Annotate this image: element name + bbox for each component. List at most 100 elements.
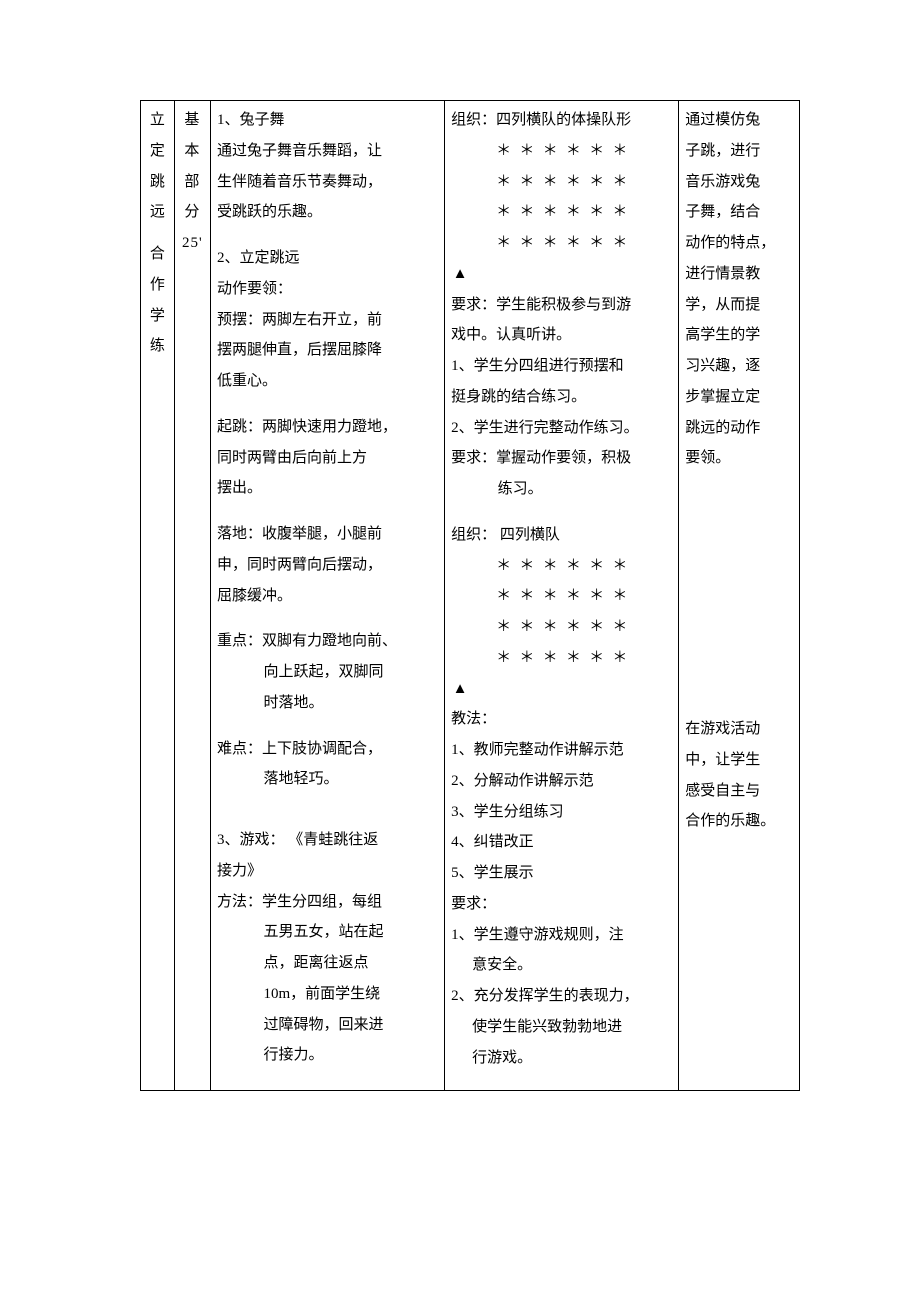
d-jf4: 4、纠错改正: [451, 827, 672, 858]
c-item1-l2: 生伴随着音乐节奏舞动，: [217, 167, 438, 198]
blank-line: [217, 795, 438, 810]
d-org1-head: 组织：四列横队的体操队形: [451, 105, 672, 136]
formation-row: ＊＊＊＊＊＊: [451, 197, 672, 228]
cell-section-title: 立 定 跳 远 合 作 学 练: [141, 101, 175, 1091]
e-top-l5: 动作的特点，: [685, 228, 793, 259]
phase-duration: 25': [181, 228, 204, 259]
e-bot-l3: 感受自主与: [685, 776, 793, 807]
d-req3-label: 要求：: [451, 889, 672, 920]
vtext-char: 基: [181, 105, 204, 136]
cell-phase: 基 本 部 分 25': [174, 101, 210, 1091]
d-r32-l2: 使学生能兴致勃勃地进: [451, 1012, 672, 1043]
c-fangfa-l3: 点，距离往返点: [217, 948, 438, 979]
e-top-l6: 进行情景教: [685, 259, 793, 290]
table-row: 立 定 跳 远 合 作 学 练 基 本 部 分 25' 1、兔子舞 通过兔子舞音…: [141, 101, 800, 1091]
blank-line: [217, 611, 438, 626]
d-r32-l1: 2、充分发挥学生的表现力，: [451, 981, 672, 1012]
c-qitiao-l2: 同时两臂由后向前上方: [217, 443, 438, 474]
c-yaoling: 动作要领：: [217, 274, 438, 305]
vtext-char: 跳: [147, 167, 168, 198]
c-luodi-l2: 申，同时两臂向后摆动，: [217, 550, 438, 581]
blank-line: [217, 504, 438, 519]
d-r31-l1: 1、学生遵守游戏规则，注: [451, 920, 672, 951]
e-top-l4: 子舞，结合: [685, 197, 793, 228]
e-top-l10: 步掌握立定: [685, 382, 793, 413]
c-item2-head: 2、立定跳远: [217, 243, 438, 274]
e-top-l8: 高学生的学: [685, 320, 793, 351]
vtext-char: 立: [147, 105, 168, 136]
c-qitiao-l1: 起跳：两脚快速用力蹬地，: [217, 412, 438, 443]
e-top-l3: 音乐游戏兔: [685, 167, 793, 198]
c-yubai-l3: 低重心。: [217, 366, 438, 397]
c-luodi-l3: 屈膝缓冲。: [217, 581, 438, 612]
e-top-l1: 通过模仿兔: [685, 105, 793, 136]
c-nandian-l1: 难点：上下肢协调配合，: [217, 734, 438, 765]
d-jf5: 5、学生展示: [451, 858, 672, 889]
e-bot-l2: 中，让学生: [685, 745, 793, 776]
vtext-char: 练: [147, 331, 168, 362]
blank-line: [217, 397, 438, 412]
cell-content: 1、兔子舞 通过兔子舞音乐舞蹈，让 生伴随着音乐节奏舞动， 受跳跃的乐趣。 2、…: [210, 101, 444, 1091]
formation-row: ＊＊＊＊＊＊: [451, 643, 672, 674]
teacher-marker-icon: ▲: [451, 259, 672, 290]
d-req1-l1: 要求：学生能积极参与到游: [451, 290, 672, 321]
c-fangfa-l1: 方法：学生分四组，每组: [217, 887, 438, 918]
d-jiaofa-label: 教法：: [451, 704, 672, 735]
c-item1-l1: 通过兔子舞音乐舞蹈，让: [217, 136, 438, 167]
d-req1-l2: 戏中。认真听讲。: [451, 320, 672, 351]
e-top-l7: 学，从而提: [685, 290, 793, 321]
blank-line: [217, 719, 438, 734]
d-r31-l2: 意安全。: [451, 950, 672, 981]
c-yubai-l2: 摆两腿伸直，后摆屈膝降: [217, 335, 438, 366]
formation-row: ＊＊＊＊＊＊: [451, 581, 672, 612]
c-fangfa-l4: 10m，前面学生绕: [217, 979, 438, 1010]
blank-line: [217, 228, 438, 243]
blank-line: [451, 505, 672, 520]
d-r32-l3: 行游戏。: [451, 1043, 672, 1074]
vtext-char: 分: [181, 197, 204, 228]
cell-notes: 通过模仿兔 子跳，进行 音乐游戏兔 子舞，结合 动作的特点， 进行情景教 学，从…: [679, 101, 800, 1091]
vtext-char: 定: [147, 136, 168, 167]
c-luodi-l1: 落地：收腹举腿，小腿前: [217, 519, 438, 550]
e-bot-l4: 合作的乐趣。: [685, 806, 793, 837]
d-org2-head: 组织： 四列横队: [451, 520, 672, 551]
formation-row: ＊＊＊＊＊＊: [451, 136, 672, 167]
spacer: [685, 474, 793, 714]
vtext-char: 远: [147, 197, 168, 228]
c-item1-head: 1、兔子舞: [217, 105, 438, 136]
formation-row: ＊＊＊＊＊＊: [451, 551, 672, 582]
d-jf3: 3、学生分组练习: [451, 797, 672, 828]
e-top-l9: 习兴趣，逐: [685, 351, 793, 382]
c-qitiao-l3: 摆出。: [217, 473, 438, 504]
e-top-l2: 子跳，进行: [685, 136, 793, 167]
vtext-char: 作: [147, 270, 168, 301]
lesson-table: 立 定 跳 远 合 作 学 练 基 本 部 分 25' 1、兔子舞 通过兔子舞音…: [140, 100, 800, 1091]
e-bot-l1: 在游戏活动: [685, 714, 793, 745]
teacher-marker-icon: ▲: [451, 674, 672, 705]
d-req2-l1: 要求：掌握动作要领，积极: [451, 443, 672, 474]
d-p1-l2: 挺身跳的结合练习。: [451, 382, 672, 413]
vtext-gap: [147, 228, 168, 239]
blank-line: [217, 1071, 438, 1086]
formation-row: ＊＊＊＊＊＊: [451, 167, 672, 198]
c-nandian-l2: 落地轻巧。: [217, 764, 438, 795]
cell-organization: 组织：四列横队的体操队形 ＊＊＊＊＊＊ ＊＊＊＊＊＊ ＊＊＊＊＊＊ ＊＊＊＊＊＊…: [445, 101, 679, 1091]
page: 立 定 跳 远 合 作 学 练 基 本 部 分 25' 1、兔子舞 通过兔子舞音…: [0, 0, 920, 1302]
c-item3-l2: 接力》: [217, 856, 438, 887]
c-item3-l1: 3、游戏： 《青蛙跳往返: [217, 825, 438, 856]
vtext-char: 合: [147, 239, 168, 270]
c-zhongdian-l2: 向上跃起，双脚同: [217, 657, 438, 688]
formation-row: ＊＊＊＊＊＊: [451, 612, 672, 643]
e-top-l11: 跳远的动作: [685, 413, 793, 444]
blank-line: [217, 810, 438, 825]
c-item1-l3: 受跳跃的乐趣。: [217, 197, 438, 228]
d-jf2: 2、分解动作讲解示范: [451, 766, 672, 797]
d-req2-l2: 练习。: [451, 474, 672, 505]
c-fangfa-l5: 过障碍物，回来进: [217, 1010, 438, 1041]
c-fangfa-l2: 五男五女，站在起: [217, 917, 438, 948]
vtext-char: 本: [181, 136, 204, 167]
c-zhongdian-l1: 重点：双脚有力蹬地向前、: [217, 626, 438, 657]
d-jf1: 1、教师完整动作讲解示范: [451, 735, 672, 766]
c-yubai-l1: 预摆：两脚左右开立，前: [217, 305, 438, 336]
e-top-l12: 要领。: [685, 443, 793, 474]
